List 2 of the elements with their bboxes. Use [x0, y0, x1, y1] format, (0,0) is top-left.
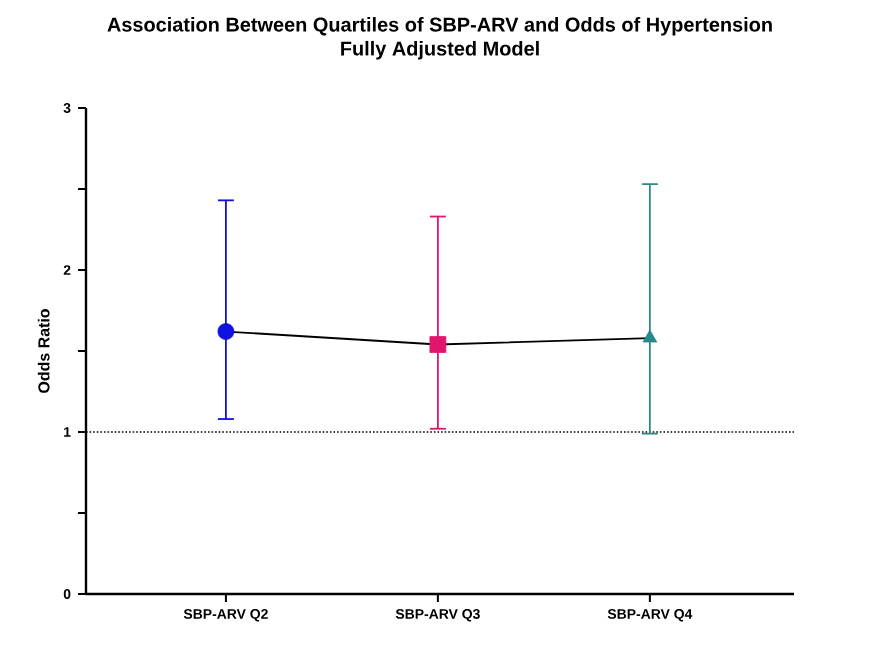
chart-subtitle: Fully Adjusted Model	[341, 40, 539, 60]
chart-title: Association Between Quartiles of SBP-ARV and Odds of Hypertension	[107, 17, 772, 36]
